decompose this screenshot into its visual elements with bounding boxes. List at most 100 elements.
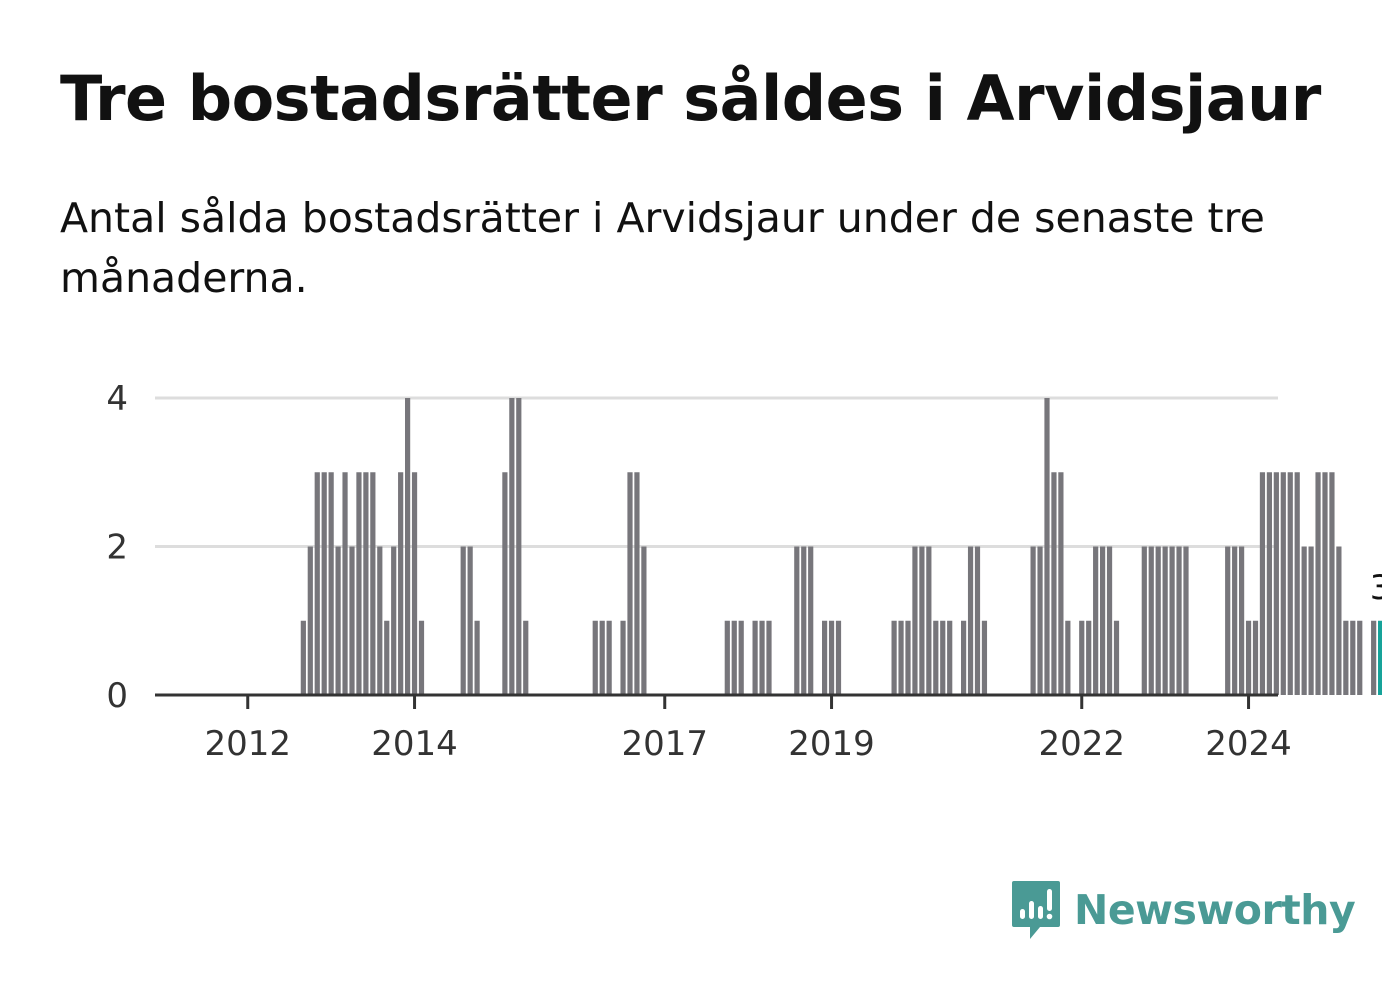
bar [1100,546,1106,695]
bar [1322,472,1328,695]
bar [1329,472,1335,695]
y-tick-label: 2 [106,528,128,568]
bar [1308,546,1314,695]
bar [460,546,466,695]
bar [1315,472,1321,695]
bar [731,620,737,695]
highlight-data-label: 3 [1370,568,1382,608]
bar [828,620,835,695]
bar [398,472,404,695]
bar [1357,620,1363,695]
bar [1106,546,1113,695]
bar [967,546,974,695]
bar [1162,546,1168,695]
bar [321,472,327,695]
bar [363,472,369,695]
bar [738,620,744,695]
bar [1343,620,1349,695]
bar [502,472,508,695]
newsworthy-logo-text: Newsworthy [1074,886,1356,934]
bar [1051,472,1057,695]
bar [1079,620,1085,695]
bar [641,546,647,695]
bar [405,398,411,695]
bar [314,472,320,695]
bar [1273,472,1279,695]
bar [411,472,418,695]
bar [1155,546,1161,695]
bar [1336,546,1342,695]
bar [516,398,522,695]
bar [606,620,612,695]
bar [1086,620,1092,695]
bar [759,620,765,695]
bar [1239,546,1245,695]
bar [342,472,348,695]
bar [808,546,814,695]
chart-subtitle: Antal sålda bostadsrätter i Arvidsjaur u… [60,194,1265,302]
bar [1245,620,1252,695]
bar [933,620,939,695]
bar [1259,472,1266,695]
bar [1371,620,1377,695]
x-tick-label: 2014 [371,724,458,764]
bar [1350,620,1356,695]
y-tick-label: 4 [106,379,128,419]
highlighted-bar [1378,620,1382,695]
bar [794,546,800,695]
bar [912,546,918,695]
bar [974,546,981,695]
newsworthy-logo-icon [1012,881,1060,939]
bar [919,546,925,695]
bar [634,472,640,695]
bar [377,546,383,695]
bar [905,620,911,695]
bar [509,398,515,695]
x-tick-label: 2024 [1205,724,1292,764]
bar [1148,546,1154,695]
chart-title: Tre bostadsrätter såldes i Arvidsjaur [60,62,1321,135]
bar [1044,398,1050,695]
bar [940,620,946,695]
bar [822,620,828,695]
bar [1232,546,1238,695]
bar [1169,546,1175,695]
bar [752,620,758,695]
bar [592,620,598,695]
bar [1058,472,1064,695]
bar [1141,546,1147,695]
bar [599,620,605,695]
newsworthy-logo: Newsworthy [1010,878,1356,942]
y-tick-label: 0 [106,676,128,716]
bar [1113,620,1120,695]
bar [724,620,730,695]
bar [300,620,306,695]
bar [1183,546,1189,695]
bar [335,546,341,695]
bar [1252,620,1259,695]
bar [926,546,932,695]
bar [1065,620,1071,695]
bar [627,472,633,695]
bar [1287,472,1293,695]
bar [349,546,355,695]
bar [620,620,626,695]
bar [467,546,473,695]
bar [1301,546,1307,695]
bar [891,620,897,695]
bar [328,472,334,695]
x-tick-label: 2017 [621,724,708,764]
x-tick-label: 2022 [1038,724,1125,764]
bar [898,620,904,695]
bar [1266,472,1272,695]
bar [835,620,842,695]
bar [370,472,376,695]
bar [961,620,967,695]
bar [474,620,480,695]
bar [523,620,529,695]
x-tick-label: 2012 [204,724,291,764]
bar [947,620,953,695]
bar [1176,546,1182,695]
bar [1294,472,1300,695]
